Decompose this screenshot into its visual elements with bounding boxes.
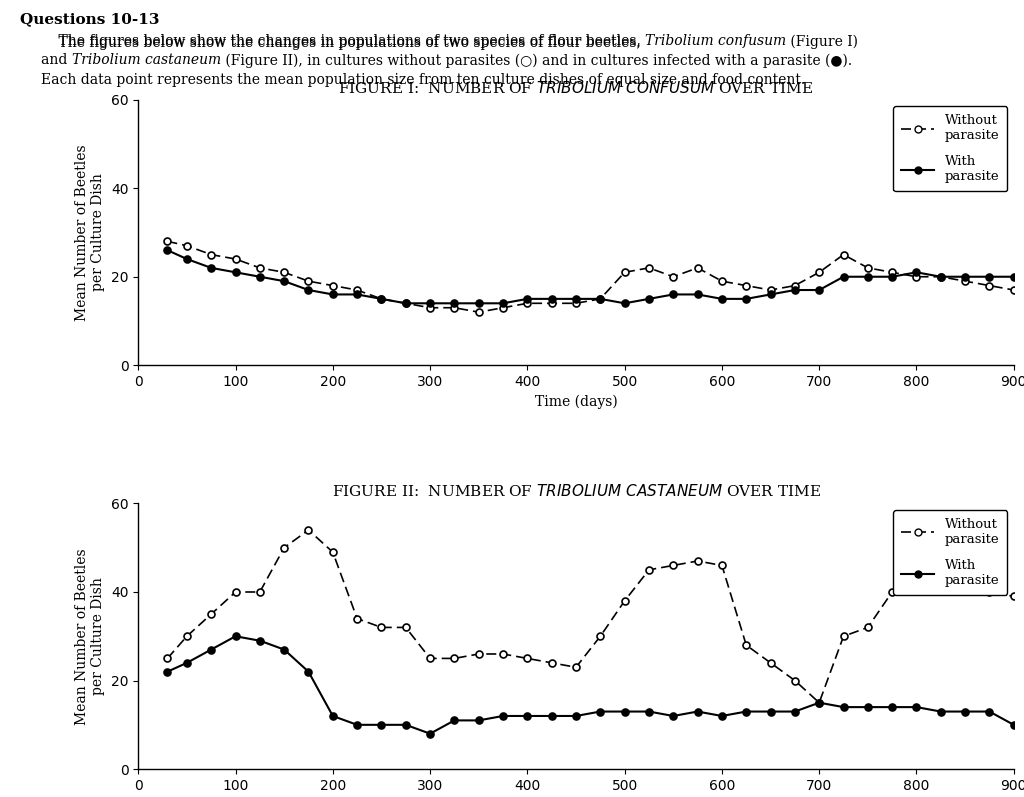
Text: (Figure I): (Figure I) <box>786 34 858 49</box>
Text: and: and <box>41 53 72 68</box>
Text: Each data point represents the mean population size from ten culture dishes of e: Each data point represents the mean popu… <box>41 73 805 87</box>
Text: The figures below show the changes in populations of two species of flour beetle: The figures below show the changes in po… <box>41 36 645 50</box>
Text: (Figure II), in cultures without parasites (○) and in cultures infected with a p: (Figure II), in cultures without parasit… <box>221 53 852 68</box>
Title: FIGURE II:  NUMBER OF $\mathit{TRIBOLIUM\ CASTANEUM}$ OVER TIME: FIGURE II: NUMBER OF $\mathit{TRIBOLIUM\… <box>332 484 820 500</box>
Legend: Without
parasite, With
parasite: Without parasite, With parasite <box>893 510 1008 595</box>
Y-axis label: Mean Number of Beetles
per Culture Dish: Mean Number of Beetles per Culture Dish <box>75 548 105 724</box>
Text: Tribolium confusum: Tribolium confusum <box>645 34 786 49</box>
X-axis label: Time (days): Time (days) <box>535 395 617 409</box>
Text: Questions 10-13: Questions 10-13 <box>20 12 160 26</box>
Legend: Without
parasite, With
parasite: Without parasite, With parasite <box>893 106 1008 191</box>
Y-axis label: Mean Number of Beetles
per Culture Dish: Mean Number of Beetles per Culture Dish <box>75 144 105 320</box>
Text: Tribolium castaneum: Tribolium castaneum <box>72 53 221 68</box>
Title: FIGURE I:  NUMBER OF $\mathit{TRIBOLIUM\ CONFUSUM}$ OVER TIME: FIGURE I: NUMBER OF $\mathit{TRIBOLIUM\ … <box>339 80 813 96</box>
Text: The figures below show the changes in populations of two species of flour beetle: The figures below show the changes in po… <box>41 34 645 49</box>
